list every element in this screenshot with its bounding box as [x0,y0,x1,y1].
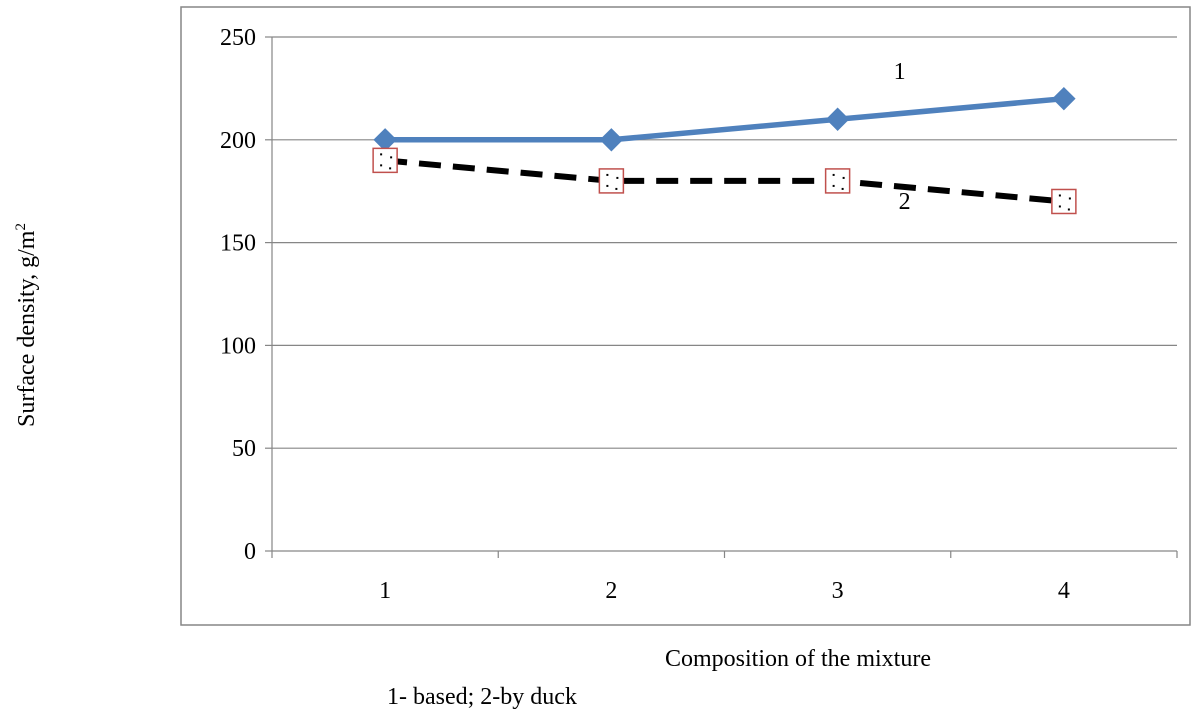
y-axis-title: Surface density, g/m2 [13,223,40,427]
series-2-point [824,168,851,194]
x-tick-label: 2 [605,578,617,604]
series-2-point-dot [615,187,618,190]
series-1-label: 1 [894,59,906,85]
series-2-point-dot [380,153,383,156]
series-2-point-dot [832,173,835,176]
series-2-point-dot [1067,208,1070,211]
y-tick-label: 50 [232,436,256,462]
series-1-point [599,128,624,152]
x-tick-label: 4 [1058,578,1070,604]
gridlines [272,36,1177,449]
x-tick-label: 3 [832,578,844,604]
y-axis-title-text: Surface density, g/m [14,230,40,427]
series-1-point [1052,86,1076,111]
series-2-point [598,168,625,194]
y-tick-label: 250 [220,25,256,51]
series-2-point-dot [1068,197,1071,200]
chart-border [180,6,1191,626]
series-2-point-dot [841,187,844,190]
series-2-point-dot [832,184,835,187]
series-2-line [384,157,1065,205]
y-tick-label: 200 [220,128,256,154]
series-1-point [825,107,850,131]
axes [265,36,1178,558]
series-1-line [385,95,1065,143]
series-2-point-dot [606,173,609,176]
legend-caption: 1- based; 2-by duck [387,684,577,710]
x-axis-title: Composition of the mixture [665,646,931,672]
y-tick-label: 0 [244,539,256,565]
series-2-point-dot [606,184,609,187]
series-2-point-dot [389,167,392,170]
series-labels: 12 [894,59,911,215]
series-2-point-dot [842,176,845,179]
series-2-point [372,147,398,174]
y-tick-labels: 0 50 100 150 200 250 [220,25,256,565]
y-tick-label: 100 [220,333,256,359]
series-lines [384,95,1065,205]
y-axis-title-superscript: 2 [13,223,29,231]
series-2-point-dot [616,176,619,179]
series-2-point [1051,188,1077,215]
y-tick-label: 150 [220,231,256,257]
series-2-point-dot [1058,205,1061,208]
series-markers [372,86,1077,215]
series-2-point-dot [380,164,383,167]
series-2-label: 2 [899,189,911,215]
x-tick-labels: 1 2 3 4 [379,578,1070,604]
series-2-point-dot [1058,194,1061,197]
series-2-point-dot [390,156,393,159]
x-tick-label: 1 [379,578,391,604]
